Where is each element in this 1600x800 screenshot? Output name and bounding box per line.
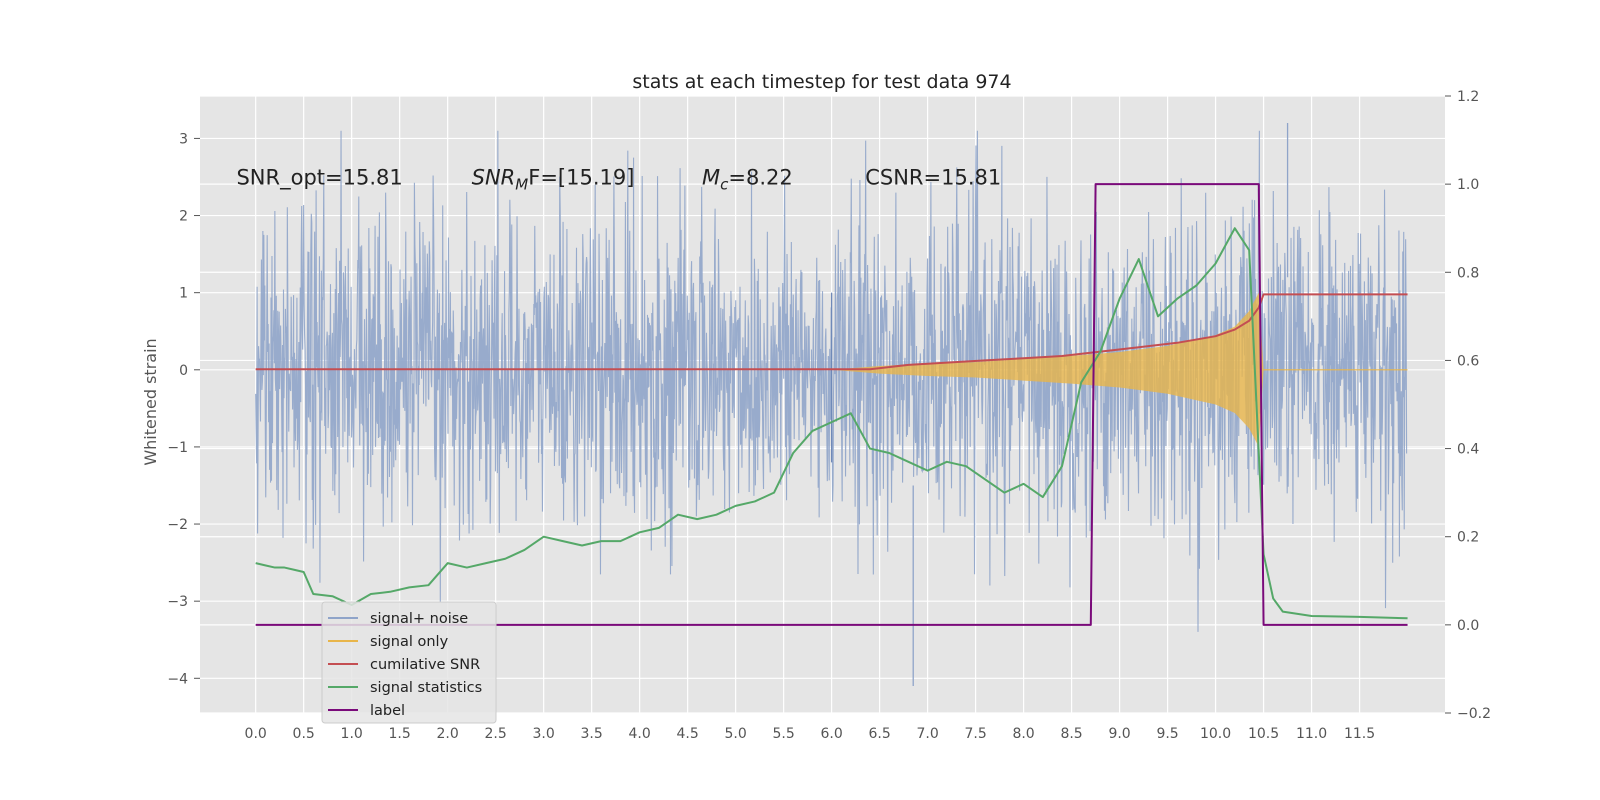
y-tick-label: −2 — [167, 517, 188, 533]
legend-label: signal only — [370, 634, 449, 650]
y2-tick-label: 0.4 — [1457, 442, 1479, 458]
y2-tick-label: 0.0 — [1457, 618, 1479, 634]
x-tick-label: 6.5 — [868, 726, 890, 742]
x-tick-label: 0.0 — [245, 726, 267, 742]
x-tick-label: 7.5 — [964, 726, 986, 742]
x-tick-label: 6.0 — [820, 726, 842, 742]
x-tick-label: 2.5 — [485, 726, 507, 742]
legend-label: cumilative SNR — [370, 657, 480, 673]
y-tick-label: 2 — [179, 209, 188, 225]
x-tick-label: 4.0 — [629, 726, 651, 742]
y2-tick-label: 0.6 — [1457, 353, 1479, 369]
x-tick-label: 11.0 — [1296, 726, 1327, 742]
x-tick-label: 8.0 — [1012, 726, 1034, 742]
annotation-mc: Mc=8.22 — [702, 166, 793, 194]
x-tick-label: 5.5 — [772, 726, 794, 742]
x-tick-label: 9.0 — [1108, 726, 1130, 742]
series-label-line — [255, 183, 1408, 626]
annotation-snr-mf-sub: M — [515, 176, 528, 194]
annotations: SNR_opt=15.81 SNRMF=[15.19] Mc=8.22 CSNR=15… — [236, 166, 1001, 194]
x-tick-label: 2.0 — [437, 726, 459, 742]
annotation-mc-sub: c — [720, 176, 729, 194]
y-axis-label: Whitened strain — [141, 338, 160, 465]
series-signal-only-area — [831, 292, 1264, 447]
annotation-mc-rest: =8.22 — [728, 166, 792, 190]
x-tick-label: 9.5 — [1156, 726, 1178, 742]
y-tick-label: −1 — [167, 440, 188, 456]
tick-labels: 0.0 0.5 1.0 1.5 2.0 2.5 3.0 3.5 4.0 4.5 5.0 5.5 6.0 6… — [167, 89, 1491, 742]
y-tick-label: 3 — [179, 131, 188, 147]
annotation-snr-mf-rest: F=[15.19] — [528, 166, 634, 190]
x-tick-label: 11.5 — [1344, 726, 1375, 742]
legend-label: signal statistics — [370, 680, 482, 696]
x-tick-label: 4.5 — [677, 726, 699, 742]
x-tick-label: 7.0 — [916, 726, 938, 742]
x-tick-label: 10.0 — [1200, 726, 1231, 742]
x-tick-label: 8.5 — [1060, 726, 1082, 742]
y-tick-label: 1 — [179, 286, 188, 302]
legend-box — [321, 601, 497, 724]
chart-title: stats at each timestep for test data 974 — [632, 71, 1011, 93]
x-tick-label: 3.5 — [581, 726, 603, 742]
annotation-snr-mf-base: SNR — [472, 166, 516, 190]
annotation-snr-mf: SNRMF=[15.19] — [472, 166, 635, 194]
y-tick-label: −3 — [167, 594, 188, 610]
x-tick-label: 1.5 — [389, 726, 411, 742]
x-tick-label: 1.0 — [341, 726, 363, 742]
legend: signal+ noise signal only cumilative SNR si… — [321, 601, 497, 724]
series-layer — [255, 122, 1408, 687]
y2-tick-label: 1.2 — [1457, 89, 1479, 105]
y2-tick-label: 1.0 — [1457, 177, 1479, 193]
y2-tick-label: 0.2 — [1457, 530, 1479, 546]
y2-tick-label: 0.8 — [1457, 265, 1479, 281]
x-tick-label: 3.0 — [533, 726, 555, 742]
x-tick-label: 5.0 — [724, 726, 746, 742]
series-signal-statistics-line — [255, 227, 1408, 620]
annotation-csnr: CSNR=15.81 — [865, 166, 1001, 190]
y2-tick-label: −0.2 — [1457, 706, 1491, 722]
x-tick-label: 0.5 — [293, 726, 315, 742]
annotation-mc-base: M — [702, 166, 720, 190]
annotation-snr-opt: SNR_opt=15.81 — [236, 166, 402, 191]
y-tick-label: 0 — [179, 363, 188, 379]
y-tick-label: −4 — [167, 671, 188, 687]
x-tick-label: 10.5 — [1248, 726, 1279, 742]
legend-label: label — [370, 703, 405, 719]
legend-label: signal+ noise — [370, 611, 468, 627]
